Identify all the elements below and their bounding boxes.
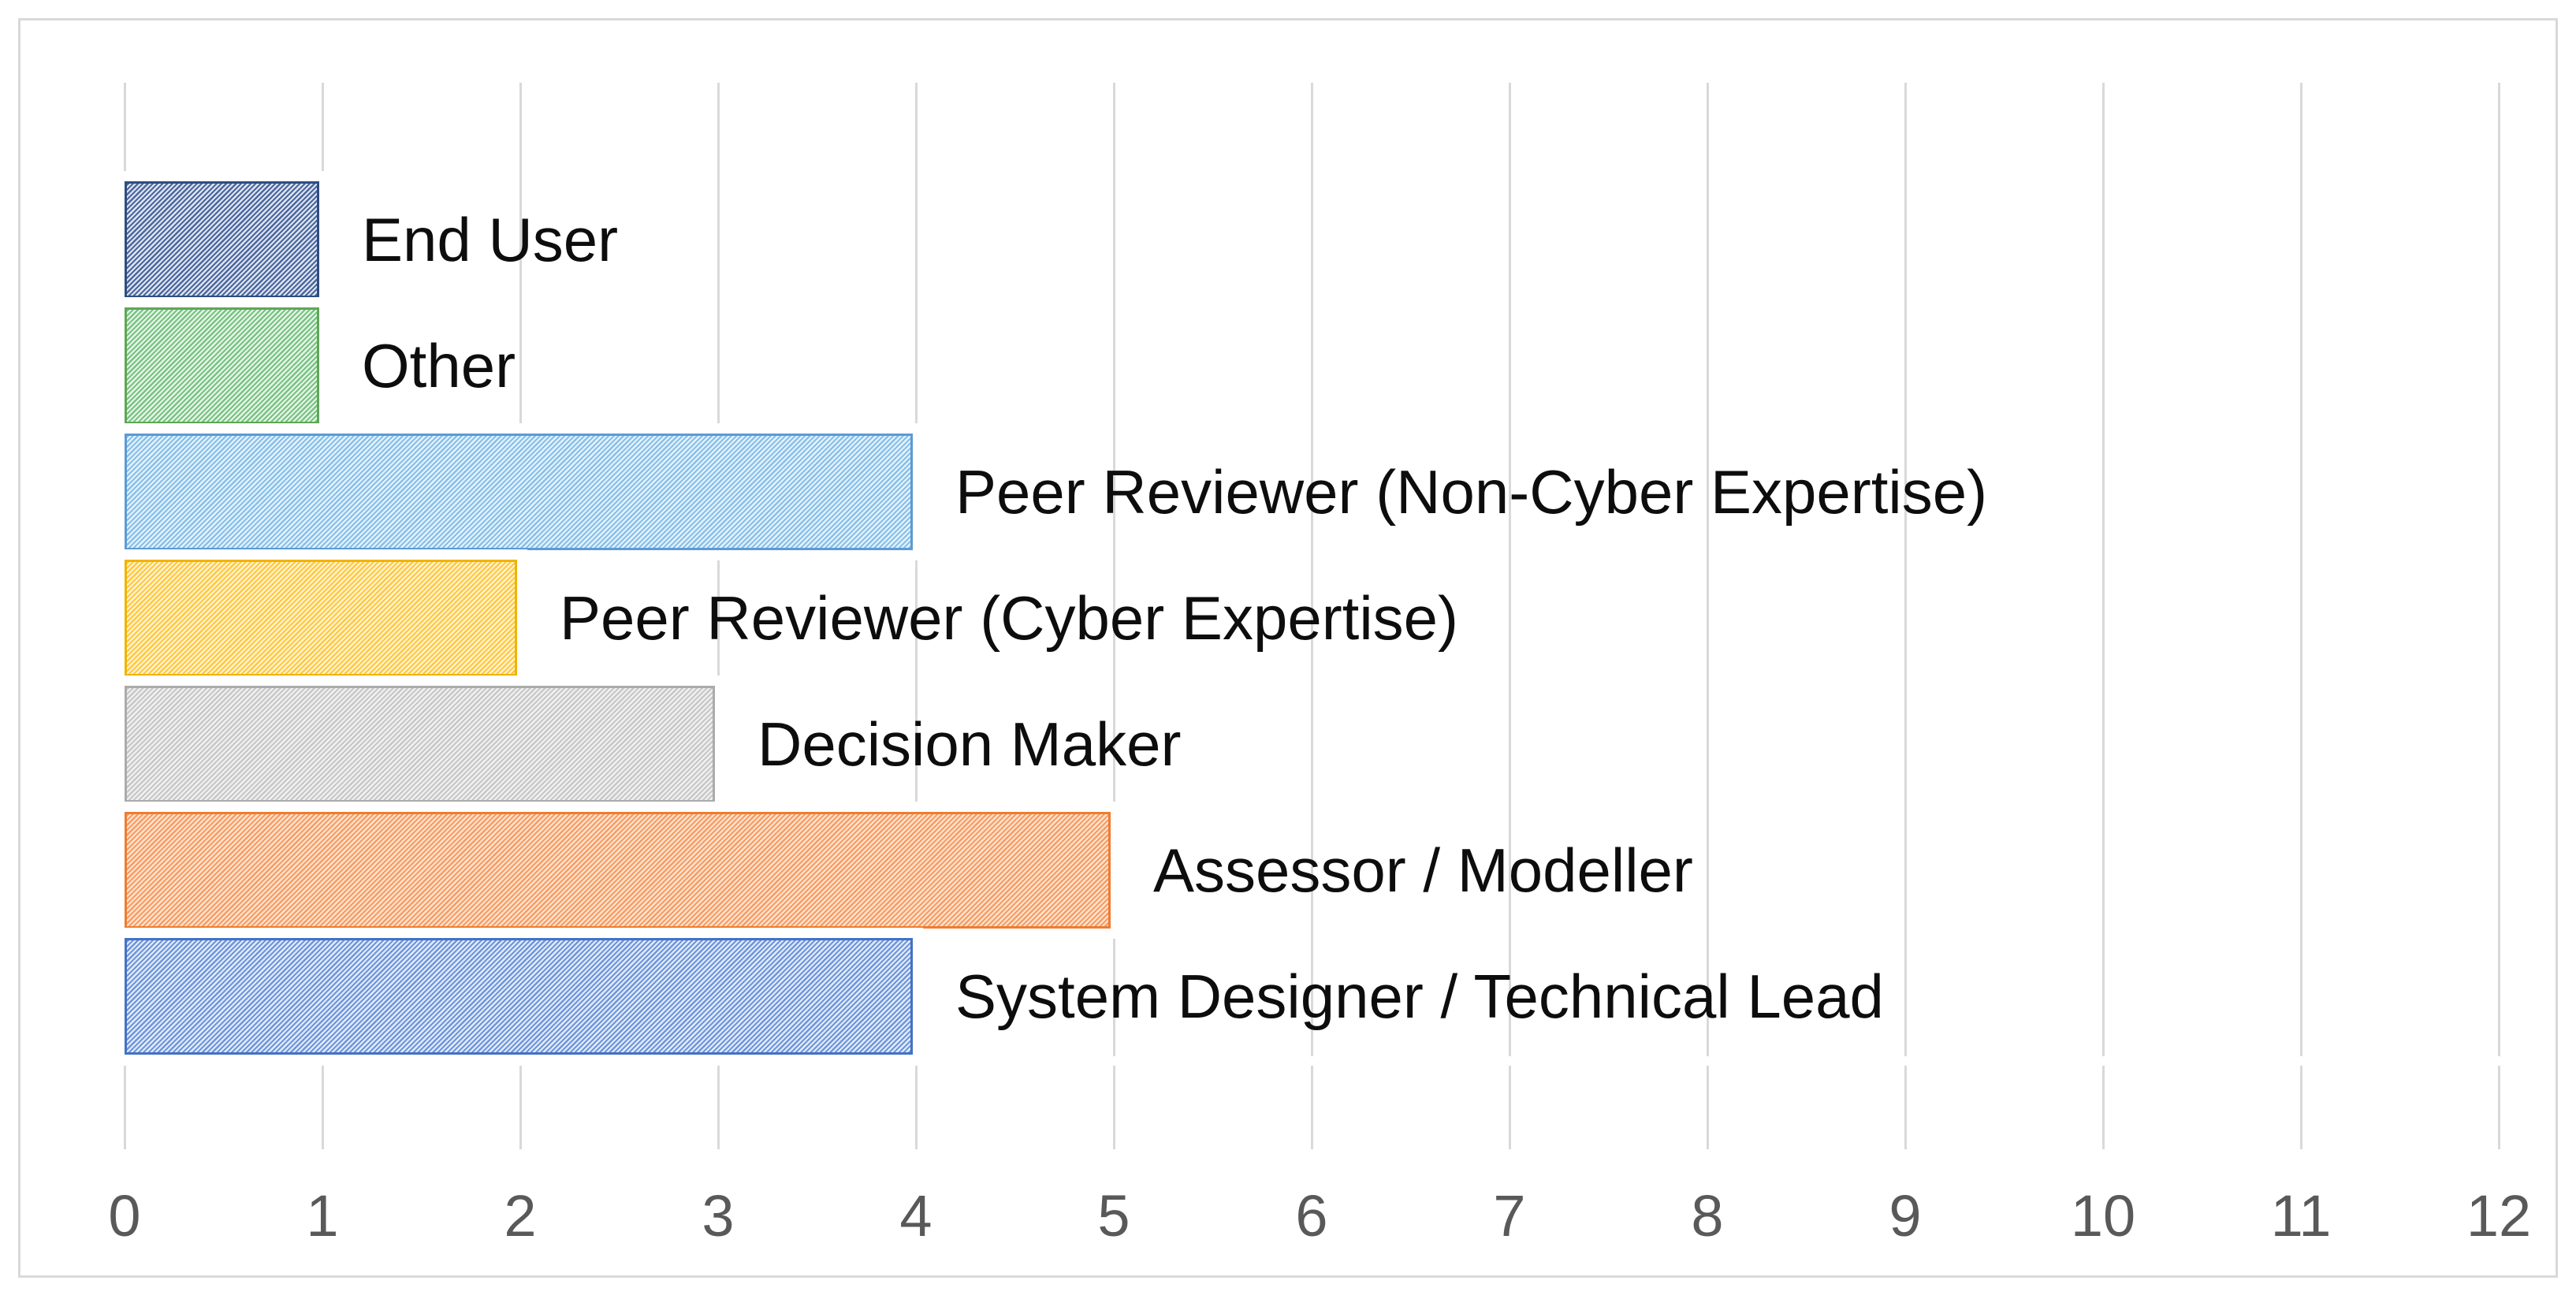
- x-axis-tick-label: 9: [1889, 1183, 1922, 1249]
- gridline: [1707, 83, 1709, 1056]
- x-axis-tick: [2498, 1066, 2500, 1149]
- x-axis-tick-label: 5: [1097, 1183, 1130, 1249]
- x-axis-tick: [1707, 1066, 1709, 1149]
- x-axis-tick-label: 7: [1493, 1183, 1526, 1249]
- bar-6: [125, 938, 913, 1055]
- gridline: [2498, 83, 2500, 1056]
- x-axis-tick-label: 8: [1691, 1183, 1724, 1249]
- bar-3: [125, 560, 517, 676]
- bar-label: Peer Reviewer (Cyber Expertise): [560, 583, 1459, 653]
- bar-label: Assessor / Modeller: [1153, 836, 1693, 905]
- bar-label: Decision Maker: [758, 709, 1182, 779]
- gridline: [519, 83, 522, 1056]
- x-axis-tick-label: 2: [504, 1183, 537, 1249]
- x-axis-tick: [124, 1066, 126, 1149]
- gridline: [1113, 83, 1115, 1056]
- x-axis-tick-label: 0: [108, 1183, 141, 1249]
- gridline: [717, 83, 720, 1056]
- x-axis-tick: [322, 1066, 324, 1149]
- x-axis-tick: [2300, 1066, 2302, 1149]
- x-axis-tick: [915, 1066, 918, 1149]
- bar-0: [125, 181, 319, 298]
- bar-2: [125, 434, 913, 550]
- x-axis-tick-label: 4: [899, 1183, 932, 1249]
- x-axis-tick: [1904, 1066, 1907, 1149]
- x-axis-tick-label: 3: [702, 1183, 735, 1249]
- x-axis-tick: [2102, 1066, 2105, 1149]
- bar-5: [125, 812, 1111, 929]
- x-axis-tick: [1113, 1066, 1115, 1149]
- x-axis-tick: [1311, 1066, 1313, 1149]
- bar-label: System Designer / Technical Lead: [955, 962, 1884, 1031]
- x-axis-tick: [717, 1066, 720, 1149]
- gridline: [1904, 83, 1907, 1056]
- x-axis-tick-label: 12: [2466, 1183, 2532, 1249]
- gridline: [915, 83, 918, 1056]
- bar-4: [125, 686, 715, 802]
- gridline: [2300, 83, 2302, 1056]
- bar-1: [125, 307, 319, 424]
- bar-label: Other: [362, 331, 516, 400]
- x-axis-tick-label: 1: [306, 1183, 339, 1249]
- gridline: [1311, 83, 1313, 1056]
- gridline: [2102, 83, 2105, 1056]
- x-axis-tick: [519, 1066, 522, 1149]
- x-axis-tick: [1509, 1066, 1511, 1149]
- x-axis-tick-label: 6: [1295, 1183, 1328, 1249]
- x-axis-tick-label: 10: [2070, 1183, 2136, 1249]
- bar-label: End User: [362, 205, 619, 274]
- gridline: [1509, 83, 1511, 1056]
- x-axis-tick-label: 11: [2270, 1183, 2332, 1249]
- bar-label: Peer Reviewer (Non-Cyber Expertise): [955, 457, 1988, 527]
